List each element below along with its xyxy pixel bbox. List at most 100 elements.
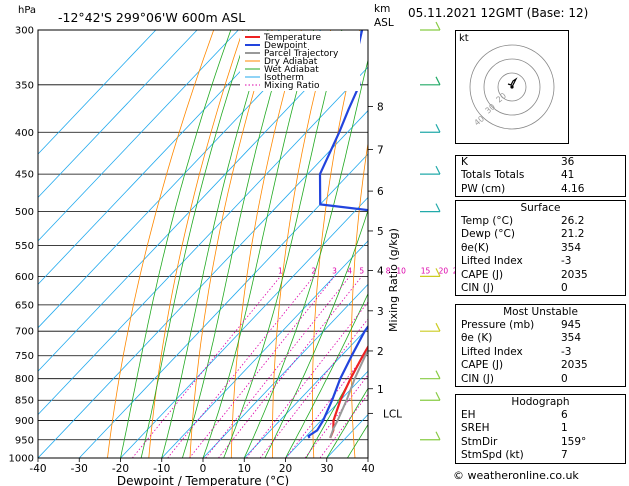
hodograph-plot: kt 20 30 40 (455, 30, 569, 144)
wet-adiabat-line (243, 58, 368, 458)
km-tick-label: 2 (377, 346, 384, 358)
hodo-value: 6 (561, 409, 568, 421)
mu-value: 0 (561, 372, 568, 385)
mixing-ratio-label: 2 (311, 266, 316, 275)
km-tick-label: 4 (377, 265, 384, 277)
legend-entry: Mixing Ratio (264, 81, 320, 91)
pressure-tick-label: 900 (15, 416, 34, 427)
pressure-tick-label: 700 (15, 327, 34, 338)
mixing-ratio-line (246, 301, 368, 458)
hodo-label: StmDir (461, 435, 498, 448)
isotherm-line (38, 66, 368, 416)
profile-lines (307, 30, 368, 439)
wind-barb-flag (435, 203, 441, 212)
legend-entry: Dry Adiabat (264, 57, 318, 67)
dry-adiabat-line (189, 30, 273, 458)
dry-adiabat-line (107, 30, 215, 458)
pressure-tick-label: 950 (15, 435, 34, 446)
index-value: 36 (561, 156, 575, 168)
x-tick-label: 30 (320, 463, 333, 475)
isotherm-line (285, 370, 368, 458)
pressure-tick-label: 500 (15, 207, 34, 218)
wet-adiabat-line (161, 30, 269, 458)
date-label: 05.11.2021 12GMT (Base: 12) (408, 6, 589, 20)
mu-value: 2035 (561, 359, 588, 372)
mu-value: -3 (561, 345, 572, 358)
pressure-tick-label: 400 (15, 128, 34, 139)
index-value: 4.16 (561, 182, 585, 195)
hodo-row: StmSpd (kt) 7 (456, 449, 625, 462)
wet-adiabat-line (120, 30, 232, 458)
pressure-tick-label: 450 (15, 170, 34, 181)
mu-row: Lifted Index -3 (456, 346, 625, 359)
hodo-kt-label: kt (459, 33, 469, 44)
location-title: -12°42'S 299°06'W 600m ASL (58, 10, 245, 25)
mu-row: CAPE (J) 2035 (456, 359, 625, 372)
legend-entry: Parcel Trajectory (264, 49, 339, 59)
mixing-ratio-line (205, 276, 351, 458)
surface-row: CAPE (J) 2035 (456, 269, 625, 282)
surface-label: Dewp (°C) (461, 228, 515, 241)
wind-barb-flag (435, 391, 441, 401)
dry-adiabat-line (230, 30, 302, 458)
km-tick-label: 8 (377, 101, 384, 113)
pressure-tick-label: 750 (15, 351, 34, 362)
surface-value: 2035 (561, 268, 588, 281)
pressure-tick-label: 850 (15, 396, 34, 407)
dry-adiabat-line (311, 30, 361, 458)
x-tick-label: -30 (71, 463, 88, 475)
mixing-ratio-line (218, 276, 363, 458)
index-label: Totals Totals (461, 169, 525, 182)
surface-row: Dewp (°C) 21.2 (456, 228, 625, 241)
x-axis-label: Dewpoint / Temperature (°C) (117, 474, 289, 486)
surface-label: θe(K) (461, 241, 489, 254)
pressure-tick-label: 800 (15, 374, 34, 385)
mixing-ratio-label: 15 (421, 266, 431, 275)
surface-row: Lifted Index -3 (456, 255, 625, 268)
hodo-value: 1 (561, 422, 568, 435)
wind-barb-flag (435, 165, 441, 175)
lcl-label: LCL (383, 408, 402, 420)
km-tick-label: 5 (377, 226, 384, 238)
surface-label: CIN (J) (461, 282, 494, 295)
hodo-ring (469, 44, 555, 130)
mu-label: Pressure (mb) (461, 319, 535, 331)
mu-label: Lifted Index (461, 345, 523, 358)
indices-panel: K 36 Totals Totals 41 PW (cm) 4.16 (455, 155, 626, 198)
wind-barb-flag (435, 370, 441, 379)
surface-value: 354 (561, 241, 582, 254)
mixing-ratio-label: 4 (347, 266, 352, 275)
km-tick-label: 7 (377, 145, 384, 157)
hodo-center (510, 85, 514, 89)
mu-label: θe (K) (461, 332, 493, 345)
x-tick-label: -20 (112, 463, 129, 475)
hodograph-title: Hodograph (511, 396, 570, 408)
mixing-ratio-label: 1 (278, 266, 283, 275)
parcel-trajectory-line (329, 348, 368, 439)
wet-adiabat-line (202, 30, 315, 458)
mixing-ratio-label: 10 (396, 266, 406, 275)
surface-title: Surface (520, 202, 561, 214)
surface-row: Temp (°C) 26.2 (456, 215, 625, 228)
isotherm-line (202, 283, 368, 458)
mixing-ratio-line (167, 276, 315, 458)
mixing-ratio-label: 3 (332, 266, 337, 275)
isotherm-line (38, 30, 239, 242)
surface-row: θe(K) 354 (456, 242, 625, 255)
isotherm-line (161, 240, 368, 458)
km-tick-label: 6 (377, 186, 384, 198)
most-unstable-title: Most Unstable (503, 306, 578, 318)
x-tick-label: 10 (238, 463, 251, 475)
surface-value: -3 (561, 255, 572, 268)
hodo-label: EH (461, 409, 476, 421)
hpa-label: hPa (18, 5, 36, 16)
isotherm-line (78, 153, 368, 458)
wet-adiabat-line (264, 209, 368, 458)
x-tick-label: 20 (279, 463, 292, 475)
pressure-tick-label: 350 (15, 80, 34, 91)
hodo-label: SREH (461, 422, 490, 435)
mixing-ratio-label: 5 (359, 266, 364, 275)
surface-value: 26.2 (561, 215, 585, 227)
